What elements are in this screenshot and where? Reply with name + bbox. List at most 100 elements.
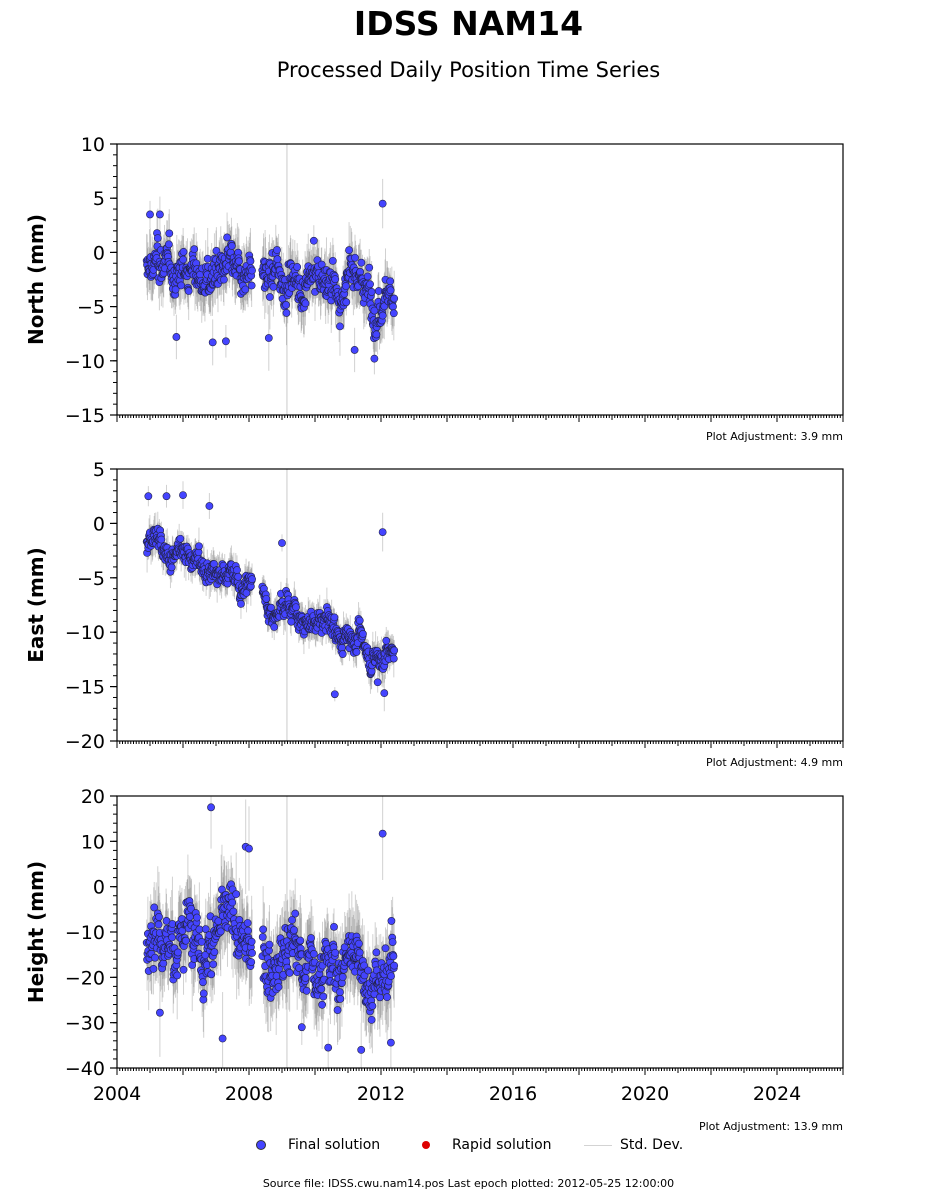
data-point (155, 1008, 164, 1017)
data-point (324, 1043, 333, 1052)
data-point (331, 275, 340, 284)
data-point (372, 330, 381, 339)
data-point (245, 844, 253, 853)
legend-final: Final solution (256, 1137, 380, 1153)
data-point (389, 654, 398, 663)
data-point (154, 920, 163, 929)
data-point (164, 240, 173, 249)
data-point (288, 916, 296, 924)
data-point (150, 903, 159, 912)
data-point (179, 247, 188, 256)
data-point (364, 966, 372, 975)
data-point (302, 986, 311, 995)
data-point (234, 572, 243, 581)
data-point (267, 603, 275, 612)
data-point (378, 199, 387, 208)
data-point (270, 623, 279, 631)
data-point (232, 890, 241, 899)
y-axis-label: Height (mm) (24, 861, 48, 1003)
data-point (285, 968, 294, 977)
data-point (149, 965, 158, 973)
data-point (273, 255, 282, 264)
data-point (352, 648, 361, 656)
data-point (350, 346, 359, 354)
data-point (301, 974, 310, 982)
data-point (171, 285, 180, 294)
y-tick-label: −10 (65, 922, 105, 944)
data-point (381, 944, 390, 953)
y-tick-label: 0 (93, 877, 105, 899)
data-point (351, 253, 359, 262)
data-point (338, 973, 347, 981)
x-tick-label: 2024 (753, 1083, 801, 1105)
data-point (221, 337, 230, 346)
data-point (174, 948, 182, 957)
data-point (378, 311, 387, 320)
data-point (382, 636, 391, 645)
data-point (388, 938, 397, 946)
data-point (229, 907, 238, 916)
data-point (248, 949, 256, 957)
y-tick-label: −40 (65, 1058, 105, 1080)
data-point (386, 1038, 395, 1047)
data-point (165, 229, 174, 238)
x-tick-label: 2004 (93, 1083, 141, 1105)
data-point (370, 306, 379, 315)
data-point (307, 934, 315, 942)
data-point (207, 970, 216, 979)
final-solution-points (142, 199, 399, 363)
data-point (357, 258, 366, 267)
data-point (269, 282, 278, 291)
data-point (176, 534, 185, 543)
data-point (328, 256, 337, 265)
data-point (197, 937, 206, 946)
data-point (390, 646, 399, 655)
data-point (155, 913, 163, 921)
data-point (330, 690, 339, 699)
legend-final-label: Final solution (288, 1137, 381, 1153)
data-point (264, 334, 273, 342)
data-point (373, 678, 382, 687)
data-point (341, 282, 350, 290)
data-point (258, 933, 267, 941)
y-tick-label: 0 (93, 513, 105, 535)
data-point (386, 286, 395, 295)
data-point (167, 563, 176, 572)
data-point (383, 993, 391, 1002)
data-point (151, 953, 159, 962)
data-point (247, 958, 256, 966)
data-point (330, 613, 339, 622)
data-point (203, 254, 212, 263)
data-point (390, 961, 399, 970)
plot-area (142, 796, 399, 1068)
data-point (338, 650, 347, 658)
data-point (380, 689, 389, 698)
data-point (162, 492, 171, 501)
data-point (223, 233, 231, 242)
data-point (355, 939, 363, 948)
data-point (292, 603, 300, 612)
data-point (182, 936, 190, 945)
data-point (248, 575, 256, 584)
data-point (146, 210, 154, 219)
data-point (331, 948, 340, 957)
data-point (173, 971, 182, 980)
data-point (168, 933, 176, 942)
y-tick-label: −5 (77, 568, 105, 590)
y-axis-label: East (mm) (24, 547, 48, 663)
data-point (291, 909, 300, 918)
data-point (317, 985, 326, 993)
plot-adjustment-label: Plot Adjustment: 3.9 mm (706, 430, 843, 443)
y-tick-label: 0 (93, 242, 105, 264)
data-point (389, 302, 397, 311)
data-point (319, 992, 328, 1001)
legend: Final solution Rapid solution Std. Dev. (0, 1137, 937, 1157)
final-solution-points (142, 803, 399, 1054)
data-point (235, 257, 243, 266)
data-point (309, 950, 318, 958)
data-point (259, 925, 268, 934)
rapid-marker-icon (422, 1141, 430, 1149)
data-point (195, 542, 203, 551)
data-point (246, 257, 255, 266)
